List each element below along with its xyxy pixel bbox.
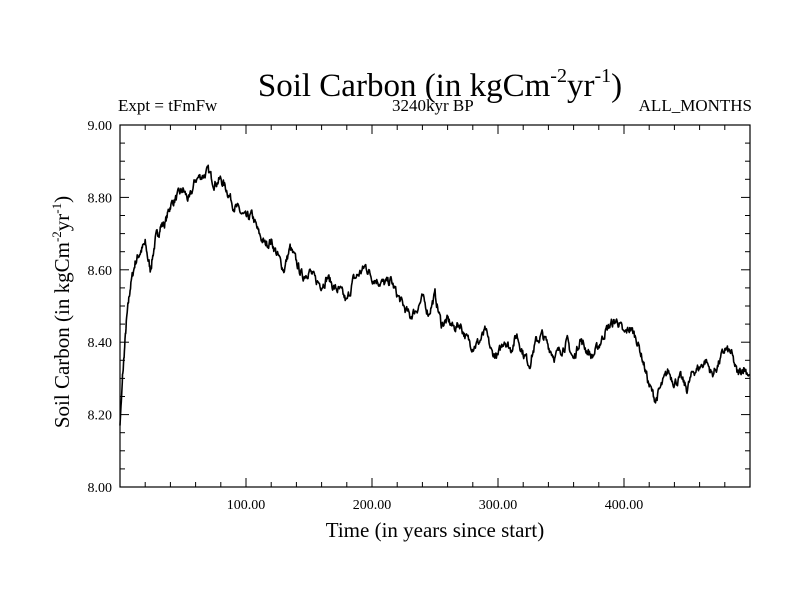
y-tick-label: 8.20 [88, 409, 113, 424]
y-tick-label: 8.00 [88, 481, 113, 496]
series-line-soil-carbon [119, 164, 751, 426]
x-tick-label: 400.00 [605, 498, 644, 513]
chart-title: Soil Carbon (in kgCm-2yr-1) [257, 65, 623, 104]
series-lines [119, 164, 751, 426]
y-tick-label: 8.40 [88, 336, 113, 351]
axis-ticks [120, 124, 750, 488]
months-label: ALL_MONTHS [638, 96, 752, 115]
x-tick-label: 200.00 [353, 498, 392, 513]
tick-labels: 8.00 8.20 8.40 8.60 8.80 9.00 100.00 200.00 300.… [88, 119, 644, 513]
period-label: 3240kyr BP [392, 96, 474, 115]
y-tick-label: 8.80 [88, 191, 113, 206]
y-tick-label: 8.60 [88, 264, 113, 279]
x-axis-label: Time (in years since start) [325, 518, 545, 542]
experiment-label: Expt = tFmFw [118, 96, 218, 115]
x-tick-label: 100.00 [227, 498, 266, 513]
y-tick-label: 9.00 [88, 119, 113, 134]
x-tick-label: 300.00 [479, 498, 518, 513]
plot-frame [119, 124, 751, 488]
